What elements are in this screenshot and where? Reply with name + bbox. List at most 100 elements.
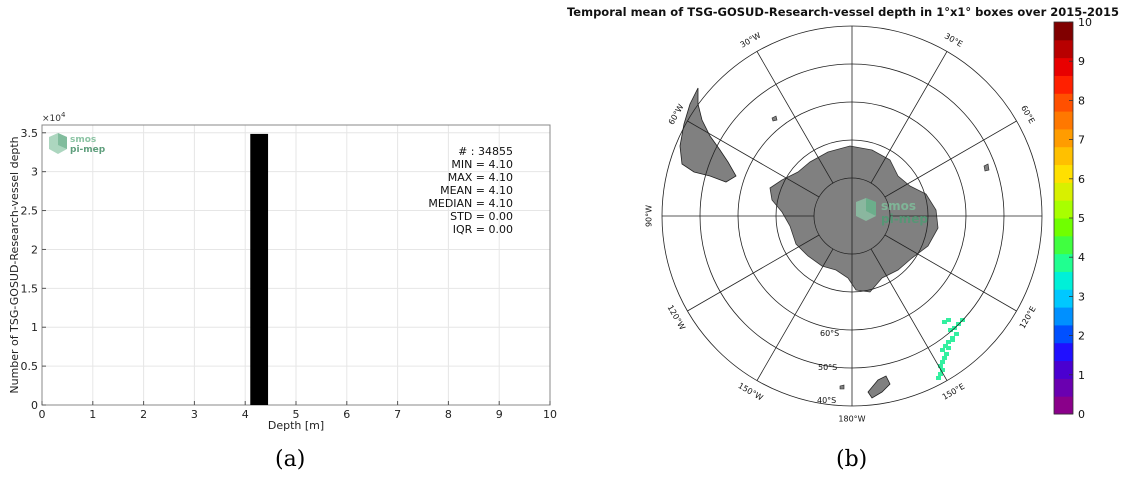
logo-cube-face-icon [58, 133, 67, 149]
y-axis-ticks: 0 0.5 1 1.5 2 2.5 3 3.5 [21, 127, 46, 412]
x-tick-label: 8 [445, 408, 452, 421]
logo-text-smos: smos [881, 199, 916, 213]
colorbar-tick-label: 10 [1078, 16, 1092, 29]
colorbar-segment [1054, 39, 1073, 59]
meridian-line [687, 234, 820, 312]
colorbar-segment [1054, 253, 1073, 272]
y-axis-exponent: ×104 [42, 111, 66, 124]
map-title: Temporal mean of TSG-GOSUD-Research-vess… [567, 5, 1119, 19]
y-axis-label: Number of TSG-GOSUD-Research-vessel dept… [8, 136, 21, 393]
data-cell [938, 364, 943, 368]
logo-text-smos: smos [70, 135, 96, 145]
colorbar-segment [1054, 307, 1073, 326]
colorbar-segment [1054, 271, 1073, 290]
colorbar-segment [1054, 378, 1073, 397]
meridian-line [756, 51, 834, 184]
y-tick-label: 1 [31, 321, 38, 334]
x-tick-label: 7 [394, 408, 401, 421]
longitude-label: 60°W [667, 103, 686, 127]
depth-histogram: 0 1 2 3 4 5 6 7 8 9 10 0 0.5 1 1.5 2 2.5 3 3.5 ×104 Depth… [8, 111, 557, 432]
lat-label-50s: 50°S [818, 363, 837, 372]
stat-mean: MEAN = 4.10 [440, 184, 513, 197]
data-cell [940, 368, 945, 372]
colorbar-segment [1054, 396, 1073, 415]
meridian-line [870, 51, 948, 184]
colorbar: 0 1 2 3 4 5 6 7 8 9 10 [1053, 16, 1092, 421]
histogram-bar [250, 133, 269, 405]
colorbar-tick-label: 0 [1078, 408, 1085, 421]
x-tick-label: 3 [191, 408, 198, 421]
data-cell [936, 376, 941, 380]
longitude-label: 180°W [838, 415, 865, 424]
colorbar-tick-label: 3 [1078, 290, 1085, 303]
smos-pimep-logo: smos pi-mep [49, 133, 106, 155]
x-tick-label: 10 [543, 408, 557, 421]
x-tick-label: 5 [293, 408, 300, 421]
colorbar-tick-label: 6 [1078, 173, 1085, 186]
stats-box: # : 34855 MIN = 4.10 MAX = 4.10 MEAN = 4… [428, 145, 513, 236]
stat-median: MEDIAN = 4.10 [428, 197, 513, 210]
logo-text-pimep: pi-mep [70, 145, 106, 155]
colorbar-segment [1054, 22, 1073, 41]
x-tick-label: 9 [496, 408, 503, 421]
caption-b: (b) [836, 447, 868, 472]
latitude-labels: 60°S 50°S 40°S [817, 329, 839, 405]
colorbar-segment [1054, 200, 1073, 219]
meridian-line [870, 248, 948, 381]
data-cell [940, 360, 945, 364]
y-tick-label: 3.5 [21, 127, 39, 140]
longitude-label: 120°W [666, 303, 687, 331]
longitude-label: 60°E [1019, 104, 1036, 125]
x-tick-label: 0 [39, 408, 46, 421]
lat-label-40s: 40°S [817, 396, 836, 405]
colorbar-segment [1054, 360, 1073, 379]
colorbar-tick-label: 1 [1078, 369, 1085, 382]
land-masses [679, 87, 990, 399]
data-cell [942, 320, 947, 324]
stat-min: MIN = 4.10 [451, 158, 513, 171]
colorbar-segment [1054, 342, 1073, 362]
colorbar-segment [1054, 146, 1073, 166]
x-tick-label: 2 [140, 408, 147, 421]
colorbar-segment [1054, 93, 1073, 112]
caption-a: (a) [275, 447, 306, 472]
colorbar-segment [1054, 218, 1073, 237]
small-island [983, 163, 990, 172]
data-cell [943, 344, 948, 348]
polar-map-figure: Temporal mean of TSG-GOSUD-Research-vess… [567, 5, 1119, 424]
data-cell [954, 332, 959, 336]
y-tick-label: 2 [31, 243, 38, 256]
colorbar-tick-label: 7 [1078, 134, 1085, 147]
colorbar-segment [1054, 75, 1073, 94]
colorbar-tick-label: 4 [1078, 251, 1085, 264]
meridian-line [884, 234, 1017, 312]
x-axis-label: Depth [m] [268, 419, 324, 432]
longitude-label: 30°W [739, 31, 763, 50]
data-cell [944, 352, 949, 356]
y-tick-label: 3 [31, 166, 38, 179]
data-cell [942, 356, 947, 360]
colorbar-segment [1054, 235, 1073, 255]
meridian-line [756, 248, 834, 381]
data-cell [946, 318, 951, 322]
colorbar-segment [1054, 164, 1073, 183]
new-zealand-island [867, 375, 891, 399]
stat-count: # : 34855 [458, 145, 513, 158]
colorbar-tick-label: 5 [1078, 212, 1085, 225]
small-island [839, 384, 845, 390]
south-america-tip [679, 87, 737, 183]
longitude-label: 30°E [943, 31, 964, 48]
meridian-line [687, 120, 820, 198]
polar-map: 30°W 30°E 60°W 60°E 90°W 120°W 120°E 150°W 150°E… [645, 25, 1043, 424]
data-cell [938, 372, 943, 376]
meridian-line [884, 120, 1017, 198]
longitude-label: 150°W [736, 381, 764, 402]
colorbar-tick-label: 8 [1078, 94, 1085, 107]
y-tick-label: 0.5 [21, 360, 39, 373]
y-tick-label: 1.5 [21, 282, 39, 295]
stat-std: STD = 0.00 [450, 210, 513, 223]
data-cell [946, 346, 951, 350]
y-tick-label: 2.5 [21, 205, 39, 218]
colorbar-tick-label: 9 [1078, 55, 1085, 68]
longitude-label: 90°W [645, 205, 654, 227]
